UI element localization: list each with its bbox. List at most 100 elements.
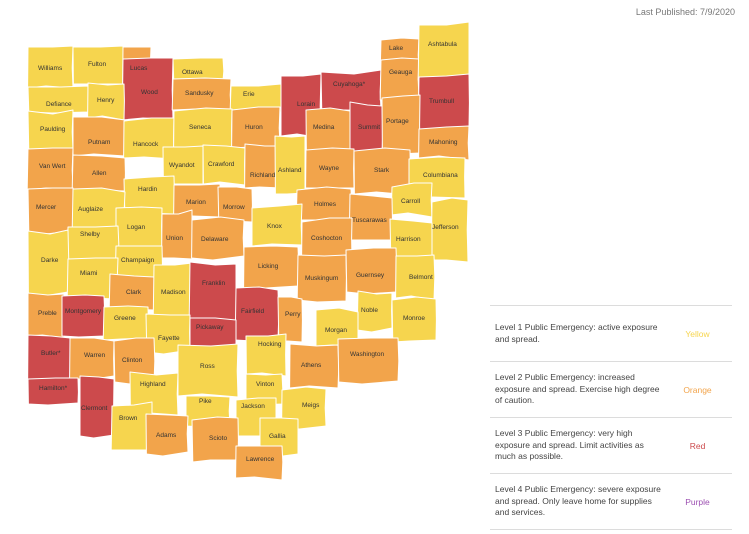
- county-label-logan: Logan: [127, 224, 145, 231]
- county-label-meigs: Meigs: [302, 402, 320, 409]
- county-label-knox: Knox: [267, 223, 283, 230]
- county-geauga[interactable]: [379, 57, 420, 101]
- county-label-coshocton: Coshocton: [311, 235, 342, 242]
- county-label-union: Union: [166, 235, 183, 242]
- county-label-brown: Brown: [119, 415, 138, 422]
- county-belmont[interactable]: [395, 254, 436, 301]
- legend-description: Level 3 Public Emergency: very high expo…: [495, 428, 644, 462]
- county-label-harrison: Harrison: [396, 236, 421, 243]
- county-label-defiance: Defiance: [46, 101, 72, 108]
- county-label-ottawa: Ottawa: [182, 69, 203, 76]
- county-guernsey[interactable]: [345, 247, 398, 295]
- county-label-mahoning: Mahoning: [429, 139, 458, 146]
- legend-color-label: Purple: [685, 496, 710, 507]
- county-franklin[interactable]: [188, 261, 237, 323]
- legend-description: Level 4 Public Emergency: severe exposur…: [495, 484, 661, 518]
- county-label-jackson: Jackson: [241, 403, 265, 410]
- county-label-delaware: Delaware: [201, 236, 229, 243]
- county-label-pike: Pike: [199, 398, 212, 405]
- county-label-wyandot: Wyandot: [169, 162, 195, 169]
- county-medina[interactable]: [305, 107, 351, 155]
- county-label-belmont: Belmont: [409, 274, 433, 281]
- county-label-lucas: Lucas: [130, 65, 148, 72]
- county-label-miami: Miami: [80, 270, 97, 277]
- legend-row-level-4: Level 4 Public Emergency: severe exposur…: [490, 473, 732, 530]
- county-label-warren: Warren: [84, 352, 105, 359]
- county-noble[interactable]: [356, 290, 393, 333]
- county-label-shelby: Shelby: [80, 231, 101, 238]
- county-label-richland: Richland: [250, 172, 276, 179]
- county-label-mercer: Mercer: [36, 204, 57, 211]
- county-label-madison: Madison: [161, 289, 186, 296]
- county-label-putnam: Putnam: [88, 139, 110, 146]
- county-label-darke: Darke: [41, 257, 59, 264]
- county-label-muskingum: Muskingum: [305, 275, 338, 282]
- county-adams[interactable]: [145, 413, 189, 457]
- county-label-greene: Greene: [114, 315, 136, 322]
- county-clinton[interactable]: [113, 337, 156, 385]
- county-putnam[interactable]: [72, 116, 126, 157]
- county-label-ashland: Ashland: [278, 167, 302, 174]
- county-label-clermont: Clermont: [81, 405, 108, 412]
- ohio-county-map: Williams Fulton Lucas Wood Ottawa Sandusky Eri…: [26, 21, 470, 481]
- county-label-stark: Stark: [374, 167, 390, 174]
- county-label-athens: Athens: [301, 362, 322, 369]
- county-label-preble: Preble: [38, 310, 57, 317]
- county-label-erie: Erie: [243, 91, 255, 98]
- county-label-holmes: Holmes: [314, 201, 337, 208]
- legend-color-label: Red: [689, 440, 706, 451]
- county-label-morrow: Morrow: [223, 204, 245, 211]
- county-label-montgomery: Montgomery: [65, 308, 102, 315]
- county-label-jefferson: Jefferson: [432, 224, 459, 231]
- county-label-hancock: Hancock: [133, 141, 159, 148]
- county-label-pickaway: Pickaway: [196, 324, 224, 331]
- legend-color-label: Orange: [683, 384, 712, 395]
- legend-row-level-2: Level 2 Public Emergency: increased expo…: [490, 361, 732, 417]
- legend-description: Level 1 Public Emergency: active exposur…: [495, 322, 658, 344]
- county-label-columbiana: Columbiana: [423, 172, 458, 179]
- county-hamilton[interactable]: [27, 377, 79, 406]
- county-label-paulding: Paulding: [40, 126, 66, 133]
- county-washington[interactable]: [337, 337, 400, 385]
- county-label-washington: Washington: [350, 351, 384, 358]
- county-label-champaign: Champaign: [121, 257, 155, 264]
- county-montgomery[interactable]: [61, 294, 106, 338]
- county-label-seneca: Seneca: [189, 124, 211, 131]
- county-label-butler: Butler*: [41, 350, 61, 357]
- county-label-fairfield: Fairfield: [241, 308, 265, 315]
- county-label-hardin: Hardin: [138, 186, 158, 193]
- county-label-geauga: Geauga: [389, 69, 413, 76]
- county-label-gallia: Gallia: [269, 433, 286, 440]
- county-mercer[interactable]: [27, 187, 75, 235]
- county-label-hamilton: Hamilton*: [39, 385, 68, 392]
- county-label-auglaize: Auglaize: [78, 206, 103, 213]
- county-label-fayette: Fayette: [158, 335, 180, 342]
- county-defiance[interactable]: [27, 85, 89, 114]
- legend-row-level-1: Level 1 Public Emergency: active exposur…: [490, 305, 732, 361]
- county-label-licking: Licking: [258, 263, 279, 270]
- county-ashland[interactable]: [274, 135, 306, 195]
- county-label-perry: Perry: [285, 311, 301, 318]
- county-label-portage: Portage: [386, 118, 409, 125]
- county-warren[interactable]: [69, 337, 115, 381]
- county-label-lawrence: Lawrence: [246, 456, 275, 463]
- county-ross[interactable]: [177, 343, 239, 398]
- county-label-guernsey: Guernsey: [356, 272, 385, 279]
- county-label-clinton: Clinton: [122, 357, 143, 364]
- county-greene[interactable]: [102, 305, 149, 341]
- county-label-scioto: Scioto: [209, 435, 227, 442]
- county-label-fulton: Fulton: [88, 61, 106, 68]
- county-lawrence[interactable]: [235, 445, 284, 481]
- ohio-map-svg: Williams Fulton Lucas Wood Ottawa Sandusky Eri…: [26, 21, 470, 481]
- county-label-marion: Marion: [186, 199, 206, 206]
- county-label-cuyahoga: Cuyahoga*: [333, 81, 366, 88]
- county-label-trumbull: Trumbull: [429, 98, 455, 105]
- county-label-lorain: Lorain: [297, 101, 315, 108]
- county-label-huron: Huron: [245, 124, 263, 131]
- county-ashtabula[interactable]: [417, 21, 470, 81]
- county-label-ashtabula: Ashtabula: [428, 41, 457, 48]
- county-label-highland: Highland: [140, 381, 166, 388]
- legend-description: Level 2 Public Emergency: increased expo…: [495, 372, 660, 406]
- county-label-crawford: Crawford: [208, 161, 235, 168]
- last-published-label: Last Published: 7/9/2020: [635, 7, 735, 17]
